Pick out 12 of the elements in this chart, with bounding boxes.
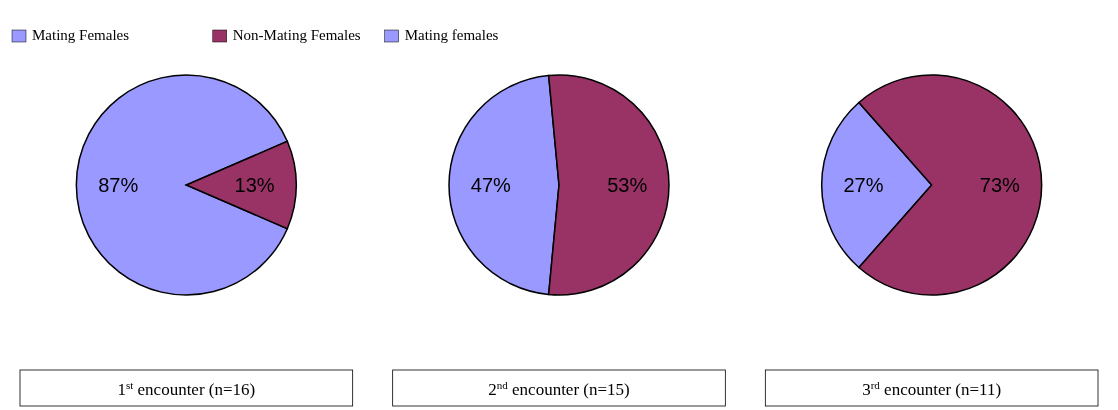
data-label: 47% [470,174,512,196]
text: 3$^{rd}$ encounter (n=11) [862,379,1002,399]
legend-label: Mating females [404,27,499,43]
legend-label: Non-Mating Females [232,27,361,43]
data-label: 87% [98,174,139,196]
text: 2$^{nd}$ encounter (n=15) [488,379,630,399]
data-label: 13% [234,174,275,196]
data-label: 53% [607,174,648,196]
legend-label: Mating Females [32,27,130,43]
data-label: 73% [979,174,1021,196]
text: 1$^{st}$ encounter (n=16) [117,379,256,399]
data-label: 27% [843,174,884,196]
